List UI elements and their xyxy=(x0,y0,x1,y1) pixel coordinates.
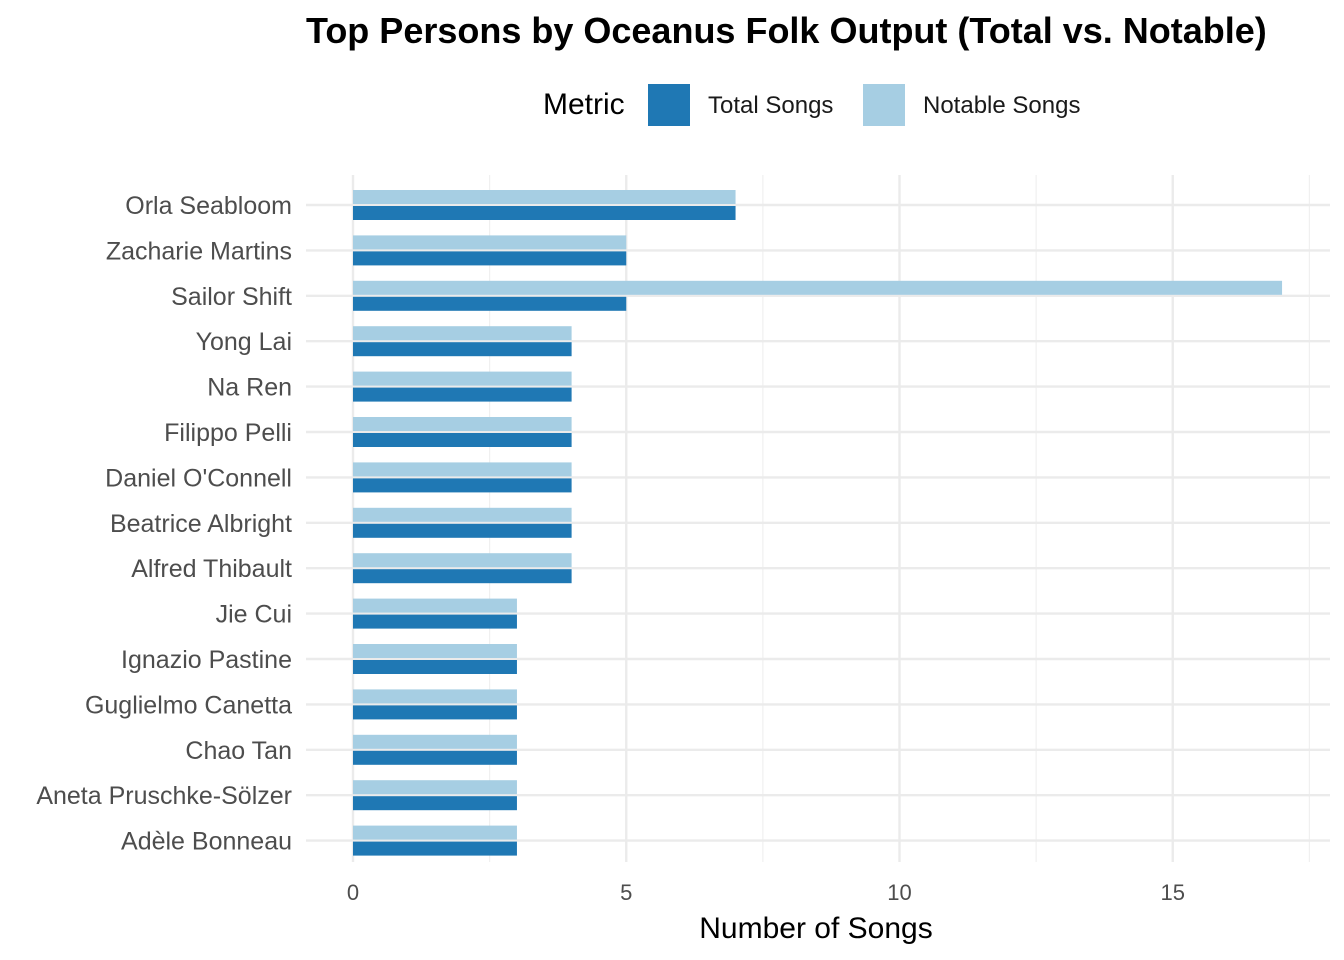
legend-label-notable-songs: Notable Songs xyxy=(923,92,1081,119)
y-tick-label: Chao Tan xyxy=(185,737,292,765)
bar-notable-daniel-o-connell xyxy=(353,462,572,477)
bar-notable-adele-bonneau xyxy=(353,825,517,840)
bar-total-zacharie-martins xyxy=(353,251,627,266)
chart-title: Top Persons by Oceanus Folk Output (Tota… xyxy=(306,10,1267,51)
bar-notable-beatrice-albright xyxy=(353,507,572,522)
bar-notable-sailor-shift xyxy=(353,280,1283,295)
x-tick-label: 0 xyxy=(347,880,359,905)
y-tick-labels: Orla Seabloom Zacharie Martins Sailor Shif… xyxy=(36,192,292,856)
bar-notable-zacharie-martins xyxy=(353,235,627,250)
x-tick-label: 5 xyxy=(620,880,632,905)
bar-notable-chao-tan xyxy=(353,734,517,749)
bar-notable-ignazio-pastine xyxy=(353,644,517,658)
bar-notable-aneta-pruschke-solzer xyxy=(353,780,517,795)
bar-total-yong-lai xyxy=(353,342,572,357)
legend: Metric Total Songs Notable Songs xyxy=(0,84,1344,128)
legend-swatch-notable-songs xyxy=(863,84,905,126)
y-tick-label: Beatrice Albright xyxy=(110,510,292,538)
y-tick-label: Ignazio Pastine xyxy=(121,646,292,674)
x-axis-title: Number of Songs xyxy=(699,912,932,945)
bar-total-ignazio-pastine xyxy=(353,660,517,674)
bar-total-adele-bonneau xyxy=(353,841,517,856)
bar-notable-na-ren xyxy=(353,371,572,386)
bar-notable-alfred-thibault xyxy=(353,553,572,568)
x-tick-label: 15 xyxy=(1161,880,1185,905)
y-tick-label: Filippo Pelli xyxy=(164,419,292,447)
bar-notable-filippo-pelli xyxy=(353,417,572,431)
y-tick-label: Daniel O'Connell xyxy=(105,464,292,492)
bar-total-guglielmo-canetta xyxy=(353,705,517,720)
x-tick-label: 10 xyxy=(887,880,911,905)
y-tick-label: Guglielmo Canetta xyxy=(85,691,292,719)
y-tick-label: Alfred Thibault xyxy=(131,555,292,583)
y-tick-label: Na Ren xyxy=(207,374,292,402)
y-tick-label: Aneta Pruschke-Sölzer xyxy=(36,782,292,810)
bar-total-chao-tan xyxy=(353,750,517,765)
bar-notable-jie-cui xyxy=(353,598,517,613)
legend-label-total-songs: Total Songs xyxy=(708,92,834,119)
bar-notable-orla-seabloom xyxy=(353,190,736,204)
x-tick-labels: 0 5 10 15 xyxy=(347,880,1185,905)
legend-title: Metric xyxy=(543,88,625,121)
bar-total-beatrice-albright xyxy=(353,523,572,538)
y-tick-label: Adèle Bonneau xyxy=(121,828,292,856)
legend-swatch-total-songs xyxy=(648,84,690,126)
bar-total-aneta-pruschke-solzer xyxy=(353,796,517,811)
bar-total-alfred-thibault xyxy=(353,569,572,584)
bar-total-sailor-shift xyxy=(353,296,627,311)
bars xyxy=(353,190,1283,856)
y-tick-label: Orla Seabloom xyxy=(125,192,292,220)
y-tick-label: Zacharie Martins xyxy=(106,237,292,265)
bar-total-orla-seabloom xyxy=(353,206,736,220)
bar-total-na-ren xyxy=(353,387,572,402)
y-tick-label: Sailor Shift xyxy=(171,283,292,311)
y-tick-label: Yong Lai xyxy=(196,328,292,356)
y-tick-label: Jie Cui xyxy=(216,601,292,629)
bar-notable-yong-lai xyxy=(353,326,572,341)
bar-total-daniel-o-connell xyxy=(353,478,572,493)
bar-total-filippo-pelli xyxy=(353,433,572,447)
bar-notable-guglielmo-canetta xyxy=(353,689,517,704)
bar-total-jie-cui xyxy=(353,614,517,629)
